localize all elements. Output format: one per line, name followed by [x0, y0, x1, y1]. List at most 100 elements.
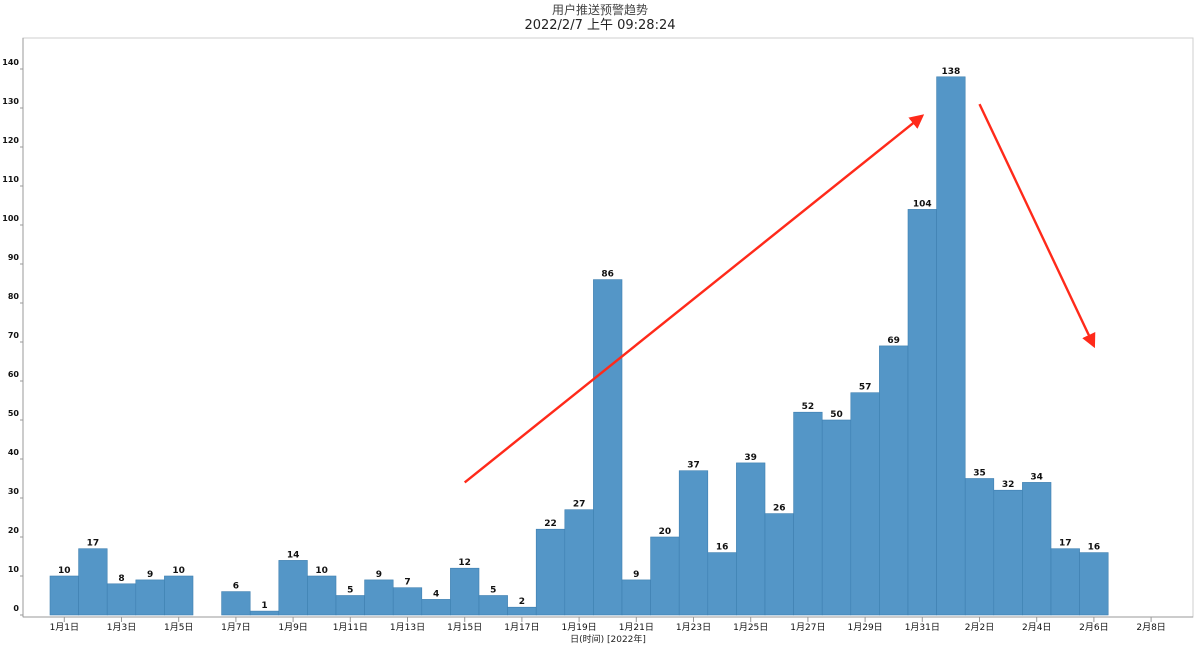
- x-tick-label: 1月29日: [848, 622, 883, 633]
- bar-value-label: 8: [118, 574, 124, 584]
- y-tick-label: 80: [8, 292, 20, 301]
- bar-value-label: 34: [1030, 472, 1043, 482]
- bar: [621, 579, 651, 616]
- bar-value-label: 1: [261, 601, 267, 611]
- y-tick-label: 20: [8, 526, 20, 535]
- bar: [1050, 548, 1080, 616]
- y-tick-label: 50: [8, 409, 20, 418]
- bar: [535, 528, 566, 616]
- bar-value-label: 10: [315, 566, 328, 576]
- y-tick-label: 90: [8, 253, 20, 262]
- bar-value-label: 69: [887, 336, 900, 346]
- bar: [78, 548, 108, 616]
- bar: [907, 209, 937, 616]
- bar: [1022, 482, 1052, 616]
- bar-value-label: 16: [1088, 543, 1101, 553]
- x-tick-label: 1月7日: [221, 622, 250, 633]
- bar: [821, 419, 852, 616]
- bar-value-label: 39: [744, 453, 757, 463]
- bar-value-label: 14: [287, 550, 300, 560]
- y-tick-label: 30: [8, 487, 20, 496]
- bar-value-label: 9: [633, 570, 639, 580]
- x-tick-label: 1月31日: [905, 622, 940, 633]
- bar: [564, 509, 594, 616]
- bar: [278, 560, 308, 616]
- bar: [106, 583, 137, 616]
- bar: [650, 536, 680, 616]
- x-tick-label: 1月25日: [733, 622, 768, 633]
- bar: [850, 392, 880, 616]
- y-tick-label: 130: [2, 97, 19, 106]
- y-tick-label: 10: [8, 565, 20, 574]
- bar: [450, 567, 480, 616]
- bar: [507, 606, 537, 616]
- bar-value-label: 16: [716, 543, 729, 553]
- bar-value-label: 86: [601, 270, 614, 280]
- bar-value-label: 32: [1002, 480, 1015, 490]
- bar: [1079, 552, 1109, 616]
- bar-value-label: 6: [233, 582, 239, 592]
- bar: [964, 478, 995, 616]
- bar-value-label: 7: [404, 578, 410, 588]
- y-tick-label: 0: [13, 604, 19, 613]
- x-axis-title: 日(时间) [2022年]: [570, 633, 646, 645]
- bar-value-label: 22: [544, 519, 557, 529]
- bar-value-label: 50: [830, 410, 843, 420]
- bar-value-label: 9: [376, 570, 382, 580]
- bar-value-label: 26: [773, 504, 786, 514]
- x-tick-label: 1月5日: [164, 622, 193, 633]
- bar: [392, 587, 423, 616]
- bar-value-label: 27: [573, 500, 586, 510]
- bar-value-label: 12: [458, 558, 471, 568]
- x-tick-label: 2月2日: [965, 622, 994, 633]
- bar: [164, 575, 194, 616]
- bar: [764, 513, 794, 616]
- bar-value-label: 104: [913, 199, 932, 209]
- x-tick-label: 1月27日: [790, 622, 825, 633]
- bar: [307, 575, 337, 616]
- bar: [593, 279, 623, 616]
- bar-value-label: 52: [802, 402, 815, 412]
- chart-title: 用户推送预警趋势: [551, 3, 648, 17]
- x-tick-label: 1月9日: [278, 622, 307, 633]
- y-tick-label: 40: [8, 448, 20, 457]
- bar-value-label: 17: [1059, 539, 1072, 549]
- bar: [421, 599, 451, 616]
- bar: [793, 411, 823, 616]
- bar-value-label: 10: [58, 566, 71, 576]
- bar: [249, 610, 280, 616]
- y-tick-label: 100: [2, 214, 19, 223]
- y-ticks-layer: 0 10 20 30 40 50 60 70 80 90 100 110 120 130 140: [2, 58, 23, 616]
- trend-arrow: [463, 114, 925, 484]
- x-tick-label: 1月11日: [333, 622, 368, 633]
- x-tick-label: 2月4日: [1022, 622, 1051, 633]
- bar: [335, 595, 365, 616]
- bar: [478, 595, 508, 616]
- bar-value-label: 9: [147, 570, 153, 580]
- bars-layer: [49, 76, 1109, 616]
- x-tick-label: 1月23日: [676, 622, 711, 633]
- bar-value-label: 37: [687, 461, 700, 471]
- chart-subtitle: 2022/2/7 上午 09:28:24: [524, 18, 676, 33]
- bar-value-label: 20: [659, 527, 672, 537]
- y-tick-label: 70: [8, 331, 20, 340]
- bar-value-label: 10: [172, 566, 185, 576]
- bar: [221, 591, 251, 616]
- x-tick-label: 1月17日: [504, 622, 539, 633]
- bar-value-label: 17: [87, 539, 100, 549]
- y-tick-label: 120: [2, 136, 19, 145]
- x-tick-label: 2月8日: [1136, 622, 1165, 633]
- annotations-layer: [463, 103, 1096, 484]
- x-tick-label: 1月13日: [390, 622, 425, 633]
- bar: [135, 579, 165, 616]
- bar: [993, 489, 1023, 616]
- x-tick-label: 1月19日: [562, 622, 597, 633]
- bar: [707, 552, 737, 616]
- y-tick-label: 140: [2, 58, 19, 67]
- bar: [736, 462, 766, 616]
- bar-value-label: 57: [859, 383, 872, 393]
- bar: [678, 470, 709, 616]
- y-tick-label: 60: [8, 370, 20, 379]
- bar: [936, 76, 966, 616]
